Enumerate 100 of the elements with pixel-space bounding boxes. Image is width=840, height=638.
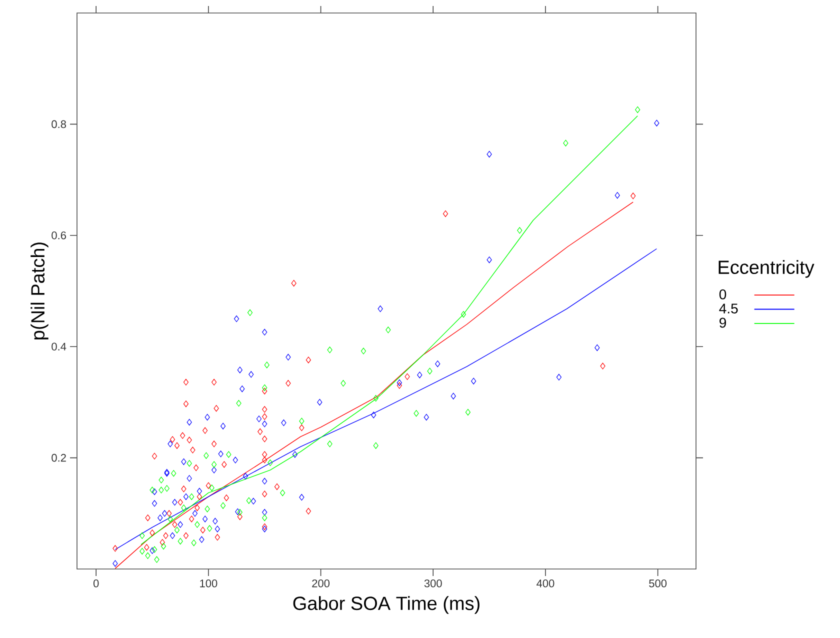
point [178, 498, 183, 506]
y-axis-title: p(Nil Patch) [30, 242, 48, 340]
point [286, 380, 291, 387]
point [654, 120, 660, 126]
point [170, 532, 176, 539]
point [189, 493, 194, 500]
x-tick-label: 400 [536, 580, 554, 588]
point [262, 451, 268, 458]
point [220, 502, 226, 509]
point [172, 498, 178, 506]
point [378, 305, 383, 312]
point [600, 362, 606, 370]
point [373, 395, 378, 402]
point [186, 436, 192, 444]
point [212, 466, 217, 474]
point [635, 106, 640, 114]
line-series [114, 202, 634, 569]
point [163, 532, 168, 539]
x-tick-label: 100 [200, 580, 218, 588]
point [145, 552, 150, 559]
point [162, 510, 168, 517]
point [154, 556, 160, 563]
point [166, 510, 172, 517]
point [194, 464, 199, 472]
point [204, 414, 210, 421]
point [594, 344, 600, 352]
point [191, 540, 196, 546]
point [460, 311, 466, 318]
y-tick-label: 0.4 [52, 342, 66, 350]
point [442, 210, 448, 218]
point [262, 478, 268, 484]
point [140, 532, 145, 539]
point [299, 424, 304, 432]
point [262, 384, 268, 392]
point [190, 446, 196, 454]
point [164, 485, 170, 492]
x-tick-label: 200 [312, 580, 330, 588]
point [327, 346, 332, 354]
point [150, 547, 155, 554]
point [274, 483, 280, 490]
point [174, 526, 180, 534]
point [112, 545, 118, 552]
point [212, 518, 218, 524]
point [172, 521, 178, 528]
point [262, 406, 268, 413]
point [424, 414, 429, 421]
point [396, 379, 402, 386]
point [186, 475, 192, 482]
point [262, 456, 268, 464]
line-series [114, 248, 658, 550]
point [170, 436, 176, 443]
point [299, 418, 304, 424]
point [248, 371, 254, 378]
point [158, 514, 163, 522]
point [212, 378, 217, 386]
point [427, 368, 432, 374]
point [486, 256, 492, 264]
point [199, 536, 204, 543]
point [152, 488, 158, 496]
point [196, 488, 202, 494]
point [340, 380, 346, 387]
point [158, 476, 164, 484]
point [168, 440, 173, 448]
point [237, 513, 242, 520]
point [250, 498, 256, 504]
point [202, 516, 208, 522]
point [183, 400, 189, 408]
point [291, 280, 296, 287]
point [150, 530, 155, 536]
point [417, 372, 422, 378]
point [220, 422, 226, 430]
point [262, 490, 268, 498]
point [218, 450, 224, 458]
point [306, 508, 311, 514]
point [202, 427, 208, 434]
point [327, 440, 332, 448]
point [286, 354, 291, 360]
point [196, 493, 202, 500]
point [450, 392, 456, 400]
point [152, 452, 158, 460]
point [404, 373, 410, 380]
point [262, 514, 268, 522]
y-tick-label: 0.8 [52, 120, 66, 128]
point [174, 442, 180, 449]
point [317, 398, 322, 406]
point [160, 539, 165, 546]
point [247, 309, 253, 316]
point [258, 428, 263, 435]
point [396, 382, 402, 389]
x-tick-label: 500 [649, 580, 667, 588]
point [144, 544, 150, 551]
point [299, 494, 304, 501]
point [264, 362, 270, 368]
point [292, 451, 298, 458]
point [262, 328, 268, 336]
point [306, 356, 311, 364]
point [183, 532, 189, 539]
point [234, 315, 240, 322]
point [140, 548, 145, 555]
point [112, 560, 118, 567]
